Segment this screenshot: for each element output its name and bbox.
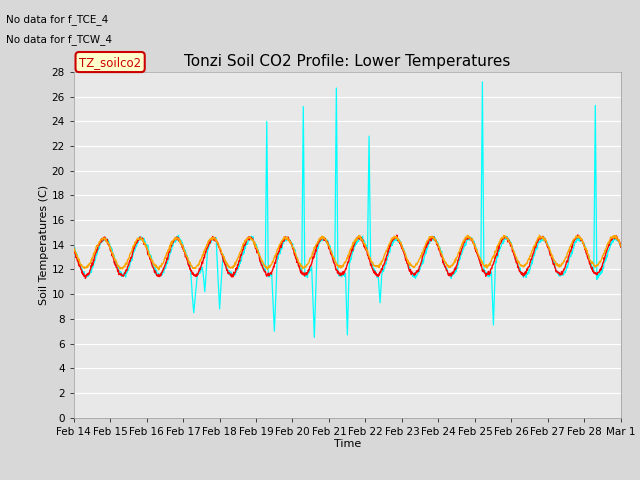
Text: No data for f_TCW_4: No data for f_TCW_4 (6, 34, 113, 45)
Text: No data for f_TCE_4: No data for f_TCE_4 (6, 14, 109, 25)
X-axis label: Time: Time (333, 439, 361, 449)
Title: Tonzi Soil CO2 Profile: Lower Temperatures: Tonzi Soil CO2 Profile: Lower Temperatur… (184, 54, 510, 70)
Y-axis label: Soil Temperatures (C): Soil Temperatures (C) (38, 185, 49, 305)
Text: TZ_soilco2: TZ_soilco2 (79, 56, 141, 69)
Legend: Open -8cm, Tree -8cm, Tree2 -8cm: Open -8cm, Tree -8cm, Tree2 -8cm (181, 475, 513, 480)
